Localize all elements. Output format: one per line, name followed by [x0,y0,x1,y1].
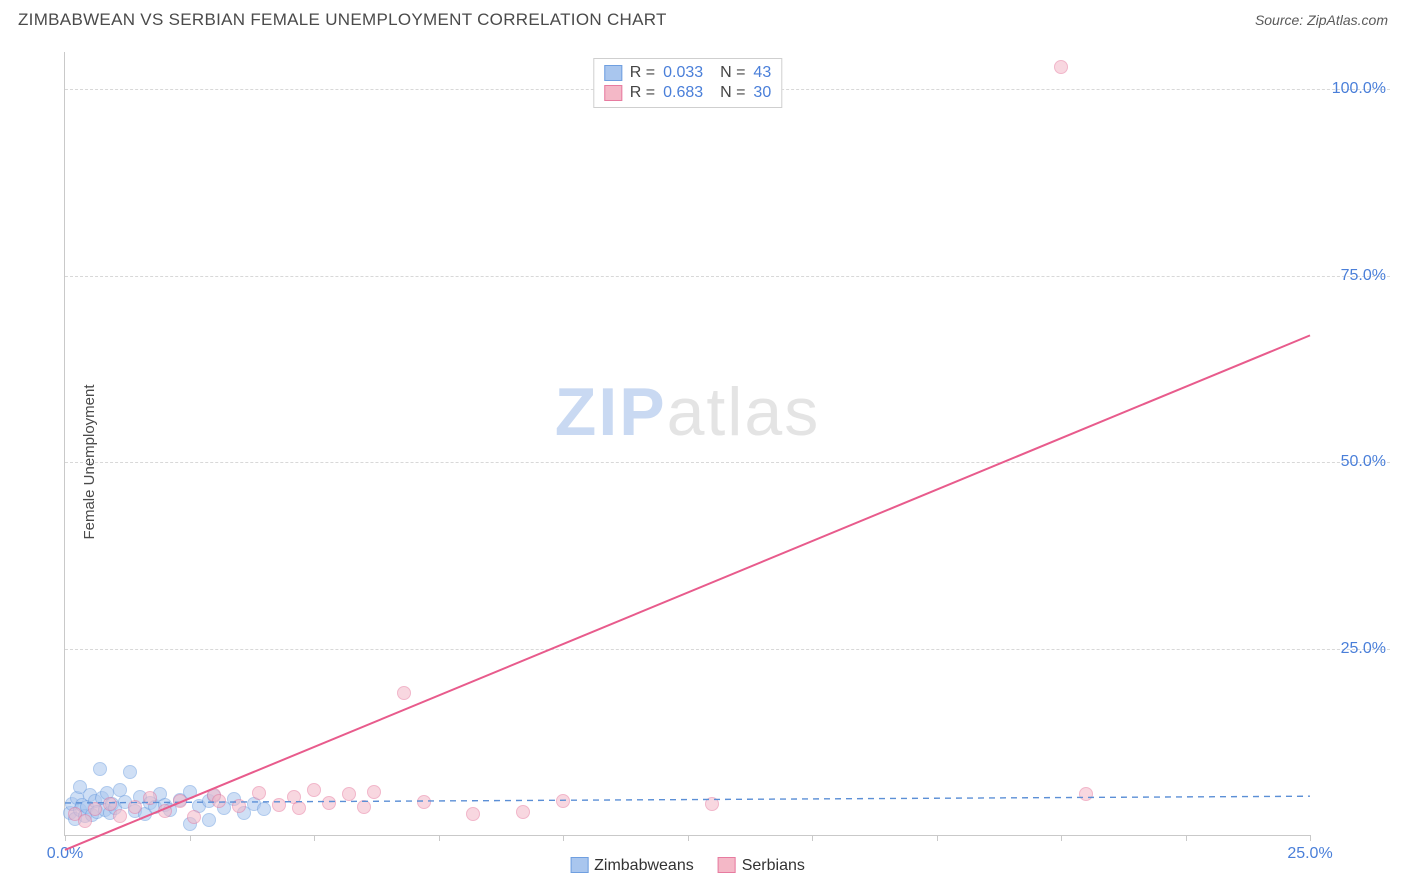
legend-label: Serbians [742,857,805,874]
x-tick [563,835,564,841]
x-tick [65,835,66,841]
legend-n-value: 30 [753,84,771,102]
legend-r-label: R = [630,64,655,82]
y-tick-label: 100.0% [1332,80,1386,98]
legend-swatch [570,857,588,873]
x-tick [190,835,191,841]
x-tick-label: 0.0% [47,845,83,863]
legend-n-value: 43 [753,64,771,82]
correlation-legend: R = 0.033 N = 43R = 0.683 N = 30 [593,58,782,108]
x-tick-label: 25.0% [1287,845,1332,863]
chart-area: Female Unemployment ZIPatlas R = 0.033 N… [16,44,1390,880]
regression-line [65,796,1310,803]
plot-region: ZIPatlas R = 0.033 N = 43R = 0.683 N = 3… [64,52,1310,836]
legend-row: R = 0.683 N = 30 [604,83,771,103]
x-tick [812,835,813,841]
y-tick-label: 50.0% [1341,453,1386,471]
legend-item: Serbians [718,857,805,875]
x-tick [1061,835,1062,841]
x-tick [314,835,315,841]
regression-lines [65,52,1310,835]
legend-r-value: 0.033 [663,64,703,82]
legend-row: R = 0.033 N = 43 [604,63,771,83]
legend-r-label: R = [630,84,655,102]
legend-r-value: 0.683 [663,84,703,102]
legend-swatch [604,65,622,81]
y-tick-label: 25.0% [1341,640,1386,658]
legend-n-label: N = [711,84,745,102]
legend-label: Zimbabweans [594,857,694,874]
chart-title: ZIMBABWEAN VS SERBIAN FEMALE UNEMPLOYMEN… [18,10,667,30]
x-tick [937,835,938,841]
x-tick [439,835,440,841]
legend-n-label: N = [711,64,745,82]
series-legend: Zimbabweans Serbians [570,857,805,875]
legend-swatch [718,857,736,873]
source-credit: Source: ZipAtlas.com [1255,12,1388,28]
x-tick [1186,835,1187,841]
legend-swatch [604,85,622,101]
chart-header: ZIMBABWEAN VS SERBIAN FEMALE UNEMPLOYMEN… [0,0,1406,36]
x-tick [688,835,689,841]
x-tick [1310,835,1311,841]
legend-item: Zimbabweans [570,857,694,875]
regression-line [65,335,1310,850]
y-tick-label: 75.0% [1341,267,1386,285]
